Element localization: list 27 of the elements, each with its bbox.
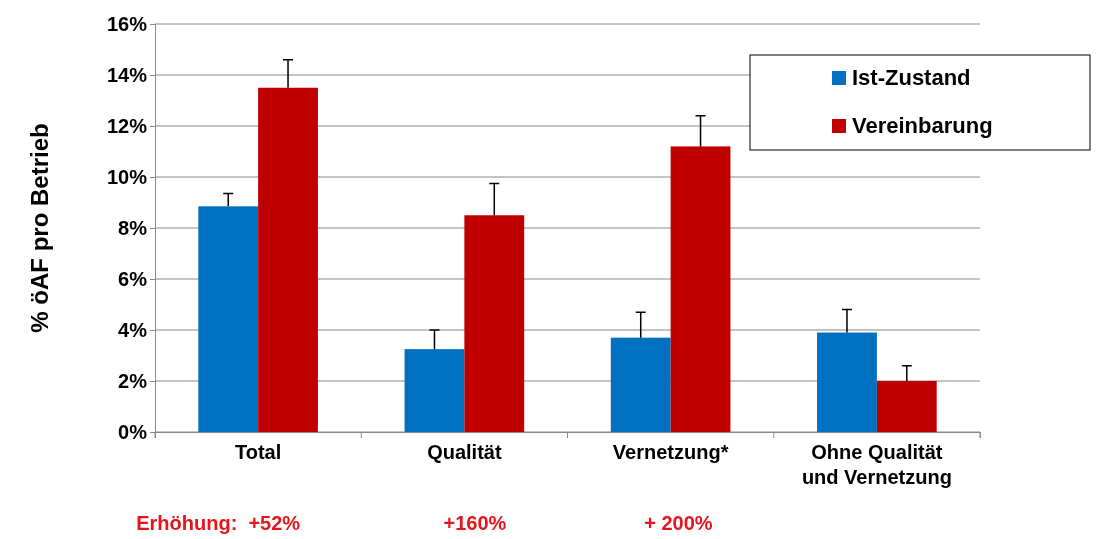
bar (258, 87, 318, 432)
y-tick-label: 4% (118, 318, 148, 341)
x-tick-label: Qualität (427, 441, 502, 463)
x-tick-label: Ohne Qualität und Vernetzung (801, 441, 952, 488)
bar (876, 381, 937, 432)
y-tick-label: 14% (106, 63, 148, 86)
legend-label: Ist-Zustand (852, 65, 971, 90)
text: + 200% (644, 512, 713, 534)
x-tick-label: Vernetzung* (612, 441, 729, 463)
bar (404, 349, 465, 432)
y-tick-label: 0% (118, 420, 148, 443)
bar (817, 332, 877, 432)
text: Erhöhung: +52% (136, 512, 301, 534)
bar (198, 206, 259, 432)
y-tick-label: 6% (118, 267, 148, 290)
text: +160% (443, 512, 507, 534)
y-tick-label: 10% (106, 165, 148, 188)
bar (670, 146, 731, 432)
legend-label: Vereinbarung (852, 113, 993, 138)
x-tick-label: Total (234, 441, 282, 463)
y-tick-label: 12% (106, 114, 148, 137)
bar (610, 337, 671, 432)
y-tick-label: 16% (106, 12, 148, 35)
y-tick-label: 8% (118, 216, 148, 239)
y-tick-label: 2% (118, 369, 148, 392)
y-axis-title: % öAF pro Betrieb (26, 123, 53, 333)
bar (464, 215, 525, 432)
